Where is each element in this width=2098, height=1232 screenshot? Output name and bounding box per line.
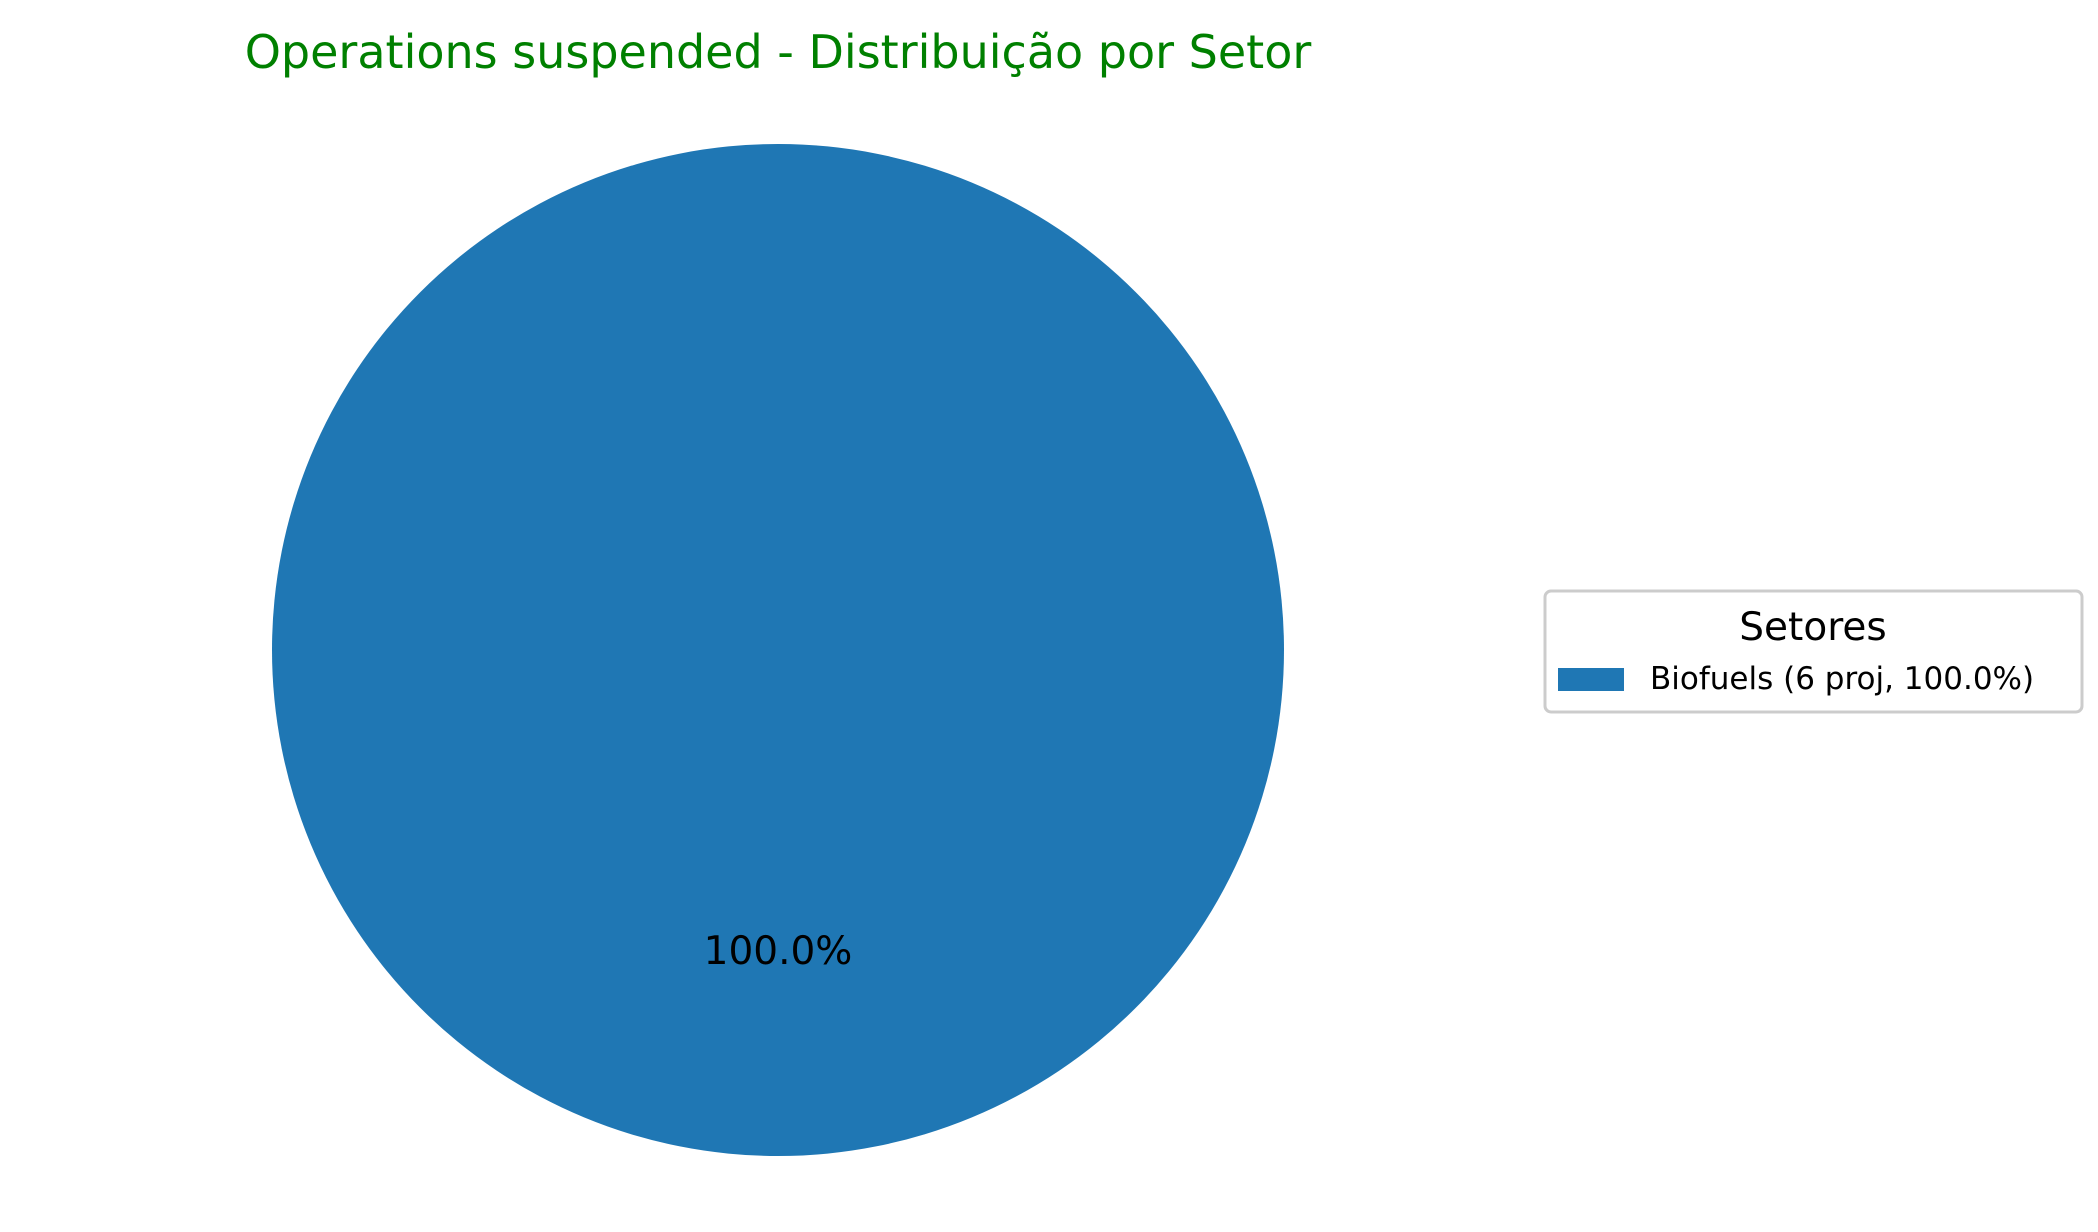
legend-entries: Biofuels (6 proj, 100.0%) bbox=[1558, 661, 2034, 697]
chart-title: Operations suspended - Distribuição por … bbox=[245, 25, 1312, 79]
pie-slice-biofuels bbox=[272, 144, 1284, 1156]
legend-title: Setores bbox=[1739, 605, 1886, 650]
pie-labels: 100.0% bbox=[704, 929, 853, 974]
pie-slices bbox=[272, 144, 1284, 1156]
legend-frame bbox=[1543, 589, 2084, 714]
legend-label: Biofuels (6 proj, 100.0%) bbox=[1650, 661, 2034, 697]
pie-percent-label: 100.0% bbox=[704, 929, 853, 974]
legend: Setores Biofuels (6 proj, 100.0%) bbox=[1543, 589, 2084, 714]
legend-swatch bbox=[1558, 668, 1624, 691]
